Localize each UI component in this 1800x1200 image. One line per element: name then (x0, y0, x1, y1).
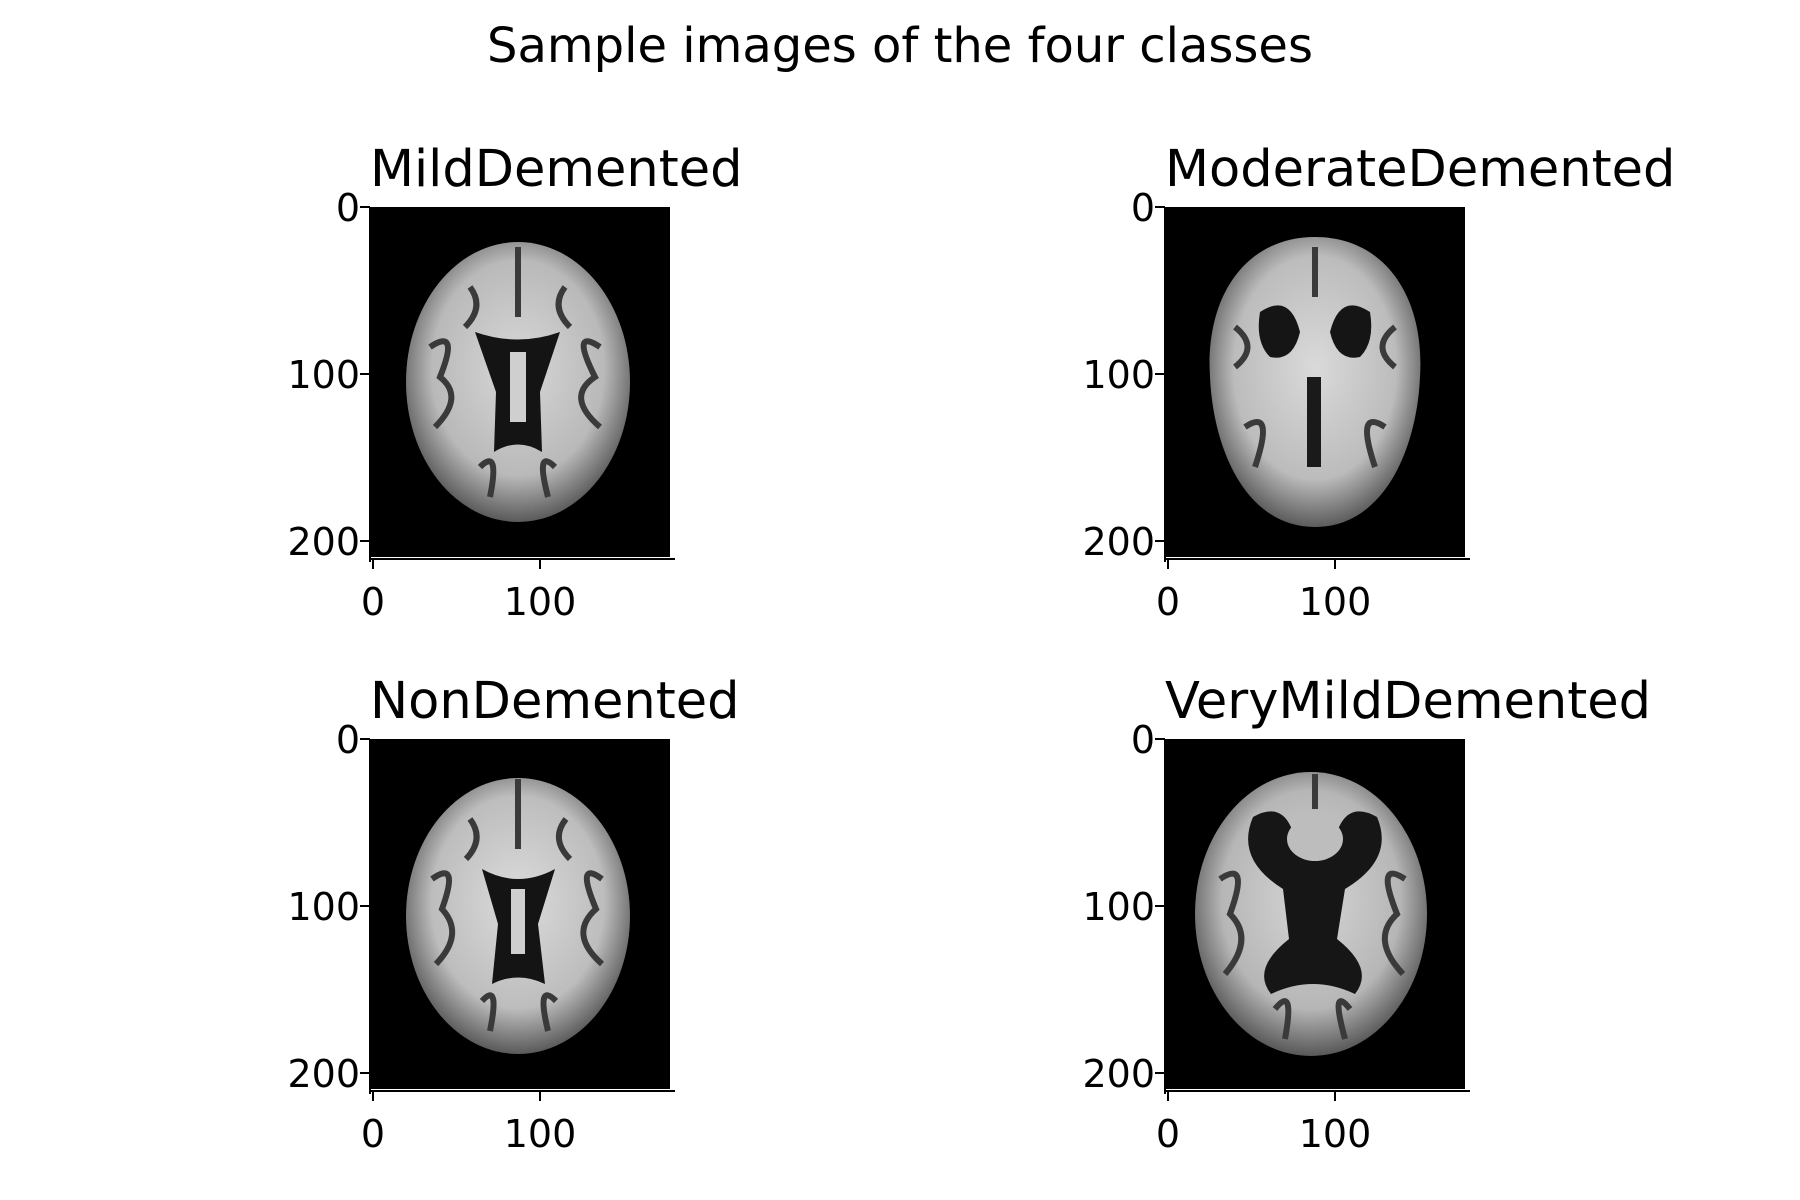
x-tick-label: 100 (1298, 1112, 1372, 1156)
y-axis (360, 738, 371, 1094)
panel-moderate-demented: ModerateDemented 0 100 200 0 (985, 140, 1676, 660)
panel-title: VeryMildDemented (1165, 672, 1651, 731)
figure-title: Sample images of the four classes (487, 18, 1313, 74)
y-tick-label: 200 (1082, 1052, 1155, 1096)
x-tick-label: 100 (1298, 580, 1372, 624)
x-axis (1165, 1090, 1470, 1101)
x-axis (1165, 558, 1470, 569)
panel-very-mild-demented: VeryMildDemented 0 100 200 0 100 (985, 672, 1651, 1192)
y-tick-label: 0 (1130, 186, 1155, 230)
y-tick-label: 100 (287, 885, 360, 929)
x-tick-label: 0 (1155, 580, 1181, 624)
mri-brain-image (1209, 237, 1421, 527)
x-axis (370, 558, 675, 569)
mri-brain-image (406, 242, 630, 522)
mri-brain-image (406, 778, 630, 1054)
x-tick-label: 0 (360, 580, 386, 624)
x-axis (370, 1090, 675, 1101)
y-tick-label: 0 (335, 718, 360, 762)
y-tick-label: 100 (1082, 885, 1155, 929)
mri-brain-image (1195, 772, 1427, 1056)
y-axis (1155, 738, 1166, 1094)
y-tick-label: 0 (335, 186, 360, 230)
x-tick-label: 0 (1155, 1112, 1181, 1156)
y-tick-label: 200 (1082, 520, 1155, 564)
panel-title: MildDemented (370, 140, 743, 199)
image-axes (370, 739, 670, 1089)
image-axes (1165, 739, 1465, 1089)
panel-non-demented: NonDemented 0 100 200 0 100 (190, 672, 750, 1192)
panel-mild-demented: MildDemented 0 100 200 0 100 (190, 140, 750, 660)
x-tick-label: 100 (503, 1112, 577, 1156)
image-axes (370, 207, 670, 557)
panel-title: NonDemented (370, 672, 740, 731)
y-tick-label: 200 (287, 1052, 360, 1096)
x-tick-label: 100 (503, 580, 577, 624)
y-tick-label: 200 (287, 520, 360, 564)
y-axis (1155, 206, 1166, 562)
panel-title: ModerateDemented (1165, 140, 1676, 199)
y-tick-label: 100 (287, 353, 360, 397)
y-tick-label: 100 (1082, 353, 1155, 397)
image-axes (1165, 207, 1465, 557)
y-tick-label: 0 (1130, 718, 1155, 762)
y-axis (360, 206, 371, 562)
x-tick-label: 0 (360, 1112, 386, 1156)
